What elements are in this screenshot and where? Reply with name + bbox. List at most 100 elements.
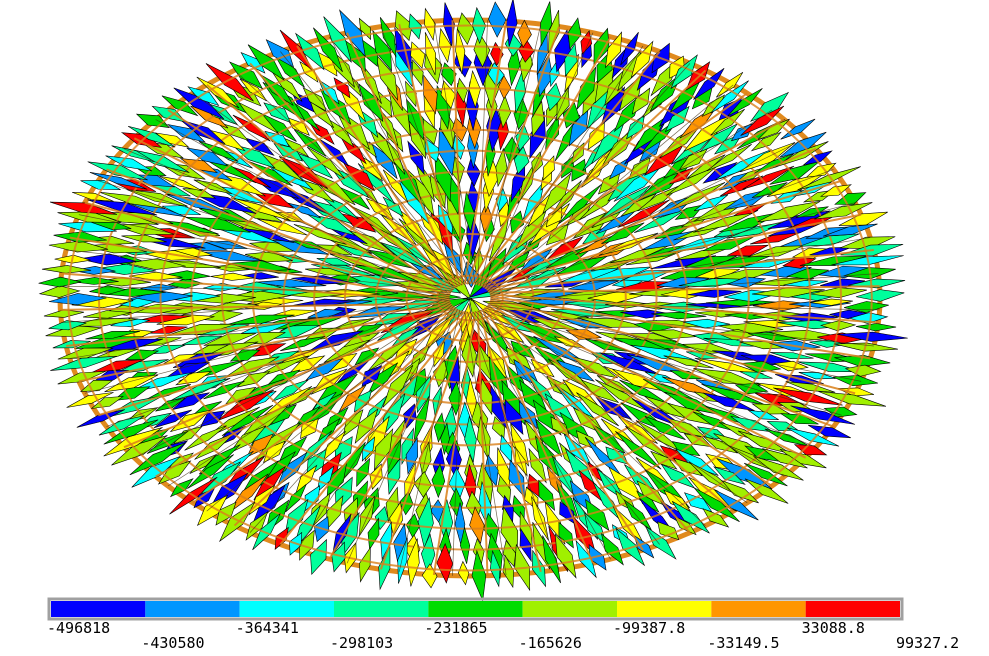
mesh-panel [538, 479, 555, 511]
mesh-panel [527, 193, 551, 227]
mesh-panel [436, 542, 454, 584]
mesh-panel [401, 427, 414, 466]
radial-beam [249, 62, 455, 291]
radial-beam [472, 311, 660, 545]
mesh-panel [184, 425, 227, 451]
mesh-panel [408, 13, 422, 40]
mesh-panel [513, 146, 530, 175]
mesh-panel [802, 150, 833, 166]
mesh-panel [210, 272, 255, 281]
mesh-panel [528, 447, 547, 484]
legend-label: -364341 [236, 619, 299, 637]
mesh-panel [506, 0, 518, 47]
mesh-panel [323, 16, 352, 63]
mesh-panel [359, 546, 371, 583]
radial-beam [477, 92, 748, 286]
mesh-panel [128, 125, 176, 148]
radial-beam [84, 297, 450, 394]
mesh-panel [810, 287, 867, 299]
radial-beam [398, 309, 461, 572]
mesh-panel [554, 533, 577, 579]
mesh-panel [257, 218, 308, 236]
mesh-panel [104, 374, 159, 393]
radial-beam [346, 308, 458, 564]
mesh-panel [379, 17, 397, 58]
radial-beam [490, 237, 871, 301]
radial-beam [280, 51, 468, 285]
ring-beam [159, 87, 781, 509]
mesh-panel [459, 526, 471, 564]
mesh-panel [687, 289, 742, 298]
mesh-panel [663, 355, 714, 369]
mesh-panel [295, 32, 325, 71]
mesh-panel [510, 423, 529, 467]
legend-label: -231865 [424, 619, 487, 637]
mesh-panel [710, 108, 745, 136]
mesh-panel [89, 172, 148, 190]
radial-beam [490, 295, 871, 360]
mesh-panel [476, 416, 491, 461]
mesh-panel [393, 159, 423, 206]
radial-beam [484, 179, 843, 290]
mesh-panel [492, 415, 506, 440]
mesh-panel [71, 191, 114, 202]
mesh-panel [172, 426, 203, 445]
mesh-panel [156, 314, 215, 326]
mesh-panel [438, 27, 452, 63]
mesh-panel [468, 69, 481, 109]
mesh-panel [605, 31, 622, 69]
mesh-panel [149, 325, 188, 334]
mesh-panel [57, 347, 114, 360]
mesh-panel [650, 450, 678, 470]
mesh-panel [389, 501, 403, 537]
radial-beam [234, 70, 465, 285]
mesh-panel [372, 29, 392, 72]
mesh-panel [479, 201, 493, 233]
radial-beam [279, 311, 469, 546]
mesh-panel [665, 417, 707, 438]
mesh-panel [397, 537, 408, 584]
mesh-panel [693, 68, 725, 100]
mesh-panel [424, 7, 436, 42]
radial-beam [490, 169, 834, 297]
mesh-panel [339, 9, 366, 58]
mesh-panel [48, 293, 107, 306]
radial-beam [476, 310, 489, 576]
mesh-panel [228, 61, 264, 90]
legend-label: -496818 [47, 619, 110, 637]
mesh-panel [434, 152, 452, 203]
mesh-panel [71, 296, 134, 309]
mesh-panel [218, 389, 275, 421]
mesh-panel [564, 42, 578, 77]
radial-beam [206, 304, 453, 512]
mesh-panel [338, 384, 367, 413]
radial-beam [155, 309, 461, 478]
radial-beam [475, 311, 706, 526]
mesh-panel [157, 460, 192, 485]
mesh-panel [304, 267, 350, 276]
mesh-panel [227, 314, 295, 325]
radial-beam [233, 310, 466, 527]
radial-beam [61, 272, 451, 303]
mesh-panel [809, 298, 853, 306]
radial-beam [489, 293, 879, 324]
mesh-panel [819, 184, 852, 197]
radial-beam [463, 20, 508, 285]
mesh-panel [110, 317, 150, 328]
legend-label: -298103 [330, 634, 393, 652]
mesh-panel [479, 377, 493, 416]
radial-beam [133, 137, 451, 296]
mesh-panel [764, 428, 810, 447]
radial-beam [486, 213, 862, 291]
mesh-panel [270, 69, 303, 102]
mesh-panel [630, 40, 654, 79]
mesh-panel [684, 492, 713, 513]
radial-beam [477, 310, 748, 504]
mesh-panel [85, 331, 140, 340]
mesh-panel [531, 100, 545, 138]
mesh-panel [818, 391, 887, 407]
mesh-panel [310, 538, 327, 576]
mesh-panel [743, 462, 788, 487]
radial-beam [379, 311, 474, 570]
